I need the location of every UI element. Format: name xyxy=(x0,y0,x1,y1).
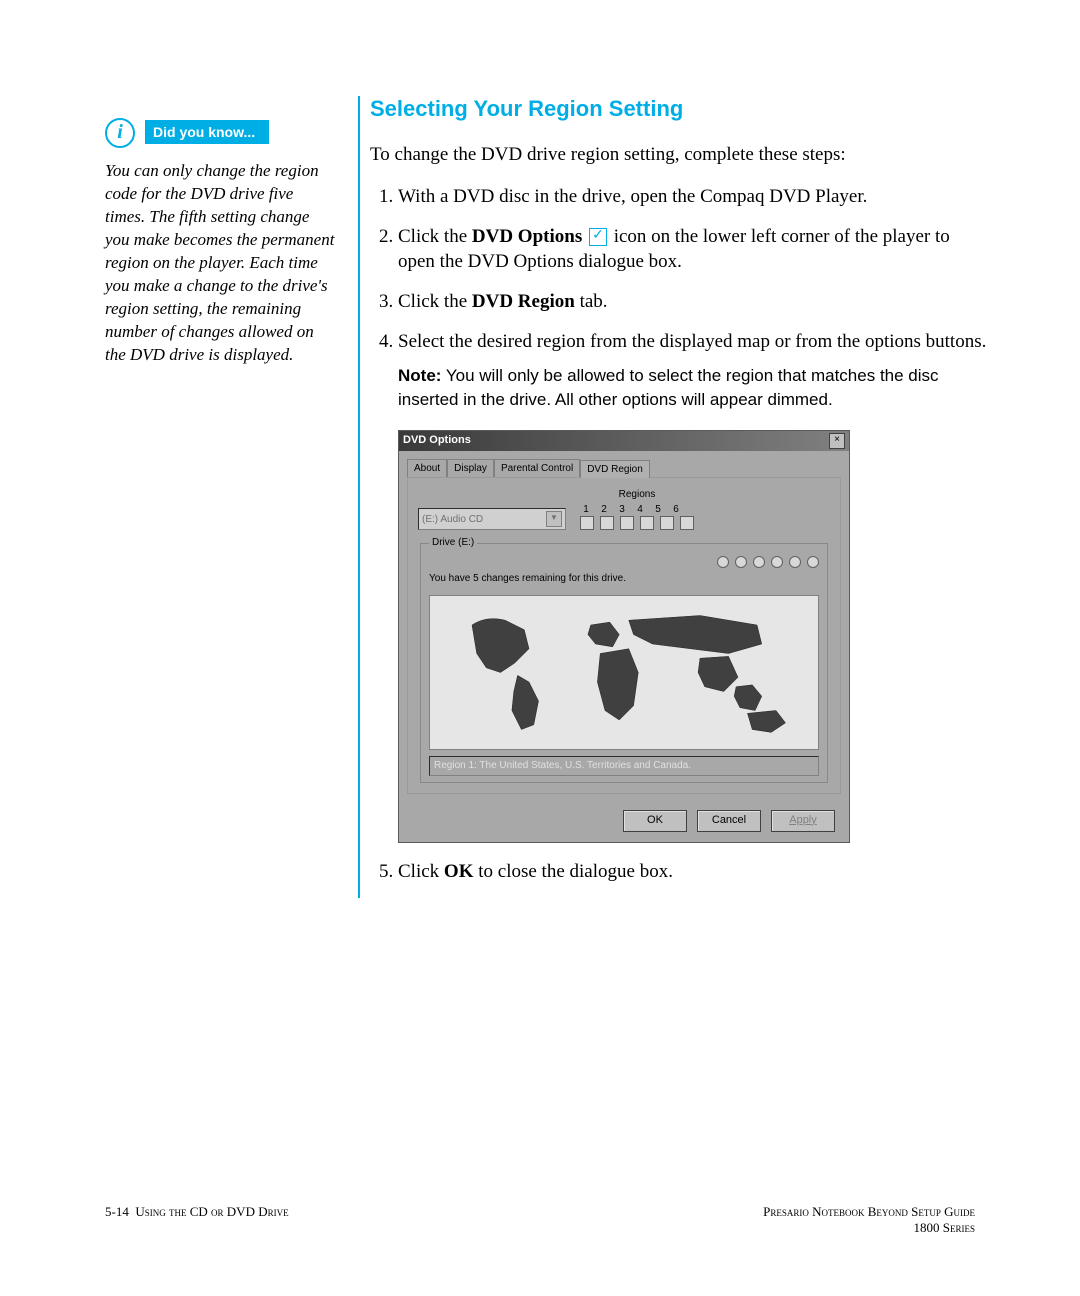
note-text: You will only be allowed to select the r… xyxy=(398,366,939,409)
region-num: 1 xyxy=(580,503,592,517)
intro-text: To change the DVD drive region setting, … xyxy=(370,144,990,166)
changes-remaining-text: You have 5 changes remaining for this dr… xyxy=(429,572,819,586)
regions-group: Regions 1 2 3 4 5 6 xyxy=(580,488,694,530)
step-3: Click the DVD Region tab. xyxy=(398,289,990,315)
step-text: Click the xyxy=(398,291,472,312)
region-radio-4[interactable] xyxy=(771,556,783,568)
region-num: 6 xyxy=(670,503,682,517)
drive-dropdown[interactable]: (E:) Audio CD ▼ xyxy=(418,508,566,530)
cancel-button[interactable]: Cancel xyxy=(697,810,761,832)
region-num: 3 xyxy=(616,503,628,517)
region-radio-1[interactable] xyxy=(717,556,729,568)
dialog-buttons: OK Cancel Apply xyxy=(399,802,849,842)
step-bold: OK xyxy=(444,861,474,882)
world-map[interactable] xyxy=(429,595,819,750)
region-radio-2[interactable] xyxy=(735,556,747,568)
check-icon: ✓ xyxy=(589,228,607,246)
did-you-know-label: Did you know... xyxy=(145,120,269,144)
footer-guide-title: Presario Notebook Beyond Setup Guide xyxy=(763,1204,975,1219)
tab-display[interactable]: Display xyxy=(447,459,494,478)
page-number: 5-14 xyxy=(105,1204,129,1219)
dialog-titlebar: DVD Options × xyxy=(399,431,849,451)
step-5: Click OK to close the dialogue box. xyxy=(398,859,990,885)
tab-parental-control[interactable]: Parental Control xyxy=(494,459,580,478)
footer-chapter: Using the CD or DVD Drive xyxy=(135,1204,288,1219)
step-bold: DVD Region xyxy=(472,291,575,312)
dialog-title: DVD Options xyxy=(403,433,471,448)
step-text: to close the dialogue box. xyxy=(473,861,672,882)
step-bold: DVD Options xyxy=(472,226,582,247)
main-content: Selecting Your Region Setting To change … xyxy=(358,96,990,898)
region-checkbox-5[interactable] xyxy=(660,516,674,530)
footer-series: 1800 Series xyxy=(914,1220,975,1235)
step-text: Click xyxy=(398,861,444,882)
footer-right: Presario Notebook Beyond Setup Guide 180… xyxy=(763,1204,975,1236)
step-2: Click the DVD Options ✓ icon on the lowe… xyxy=(398,224,990,275)
apply-button[interactable]: Apply xyxy=(771,810,835,832)
ok-button[interactable]: OK xyxy=(623,810,687,832)
tab-row: About Display Parental Control DVD Regio… xyxy=(399,451,849,478)
dialog-body: (E:) Audio CD ▼ Regions 1 2 3 4 xyxy=(407,477,841,794)
dropdown-value: (E:) Audio CD xyxy=(422,513,483,527)
step-1: With a DVD disc in the drive, open the C… xyxy=(398,184,990,210)
sidebar: i Did you know... You can only change th… xyxy=(105,118,337,366)
region-num: 4 xyxy=(634,503,646,517)
regions-label: Regions xyxy=(580,488,694,502)
note-block: Note: You will only be allowed to select… xyxy=(398,364,990,412)
region-checkbox-3[interactable] xyxy=(620,516,634,530)
step-text: Click the xyxy=(398,226,472,247)
radio-row xyxy=(429,556,819,568)
page-footer: 5-14 Using the CD or DVD Drive Presario … xyxy=(105,1204,975,1236)
region-checkbox-4[interactable] xyxy=(640,516,654,530)
note-label: Note: xyxy=(398,366,441,385)
region-checkbox-2[interactable] xyxy=(600,516,614,530)
region-checkbox-1[interactable] xyxy=(580,516,594,530)
drive-legend: Drive (E:) xyxy=(429,536,477,550)
step-4: Select the desired region from the displ… xyxy=(398,329,990,843)
drive-fieldset: Drive (E:) You have 5 changes remaining … xyxy=(420,536,828,783)
region-radio-5[interactable] xyxy=(789,556,801,568)
chevron-down-icon: ▼ xyxy=(546,511,562,527)
regions-numbers: 1 2 3 4 5 6 xyxy=(580,503,694,517)
footer-left: 5-14 Using the CD or DVD Drive xyxy=(105,1204,289,1236)
region-checkbox-6[interactable] xyxy=(680,516,694,530)
region-num: 5 xyxy=(652,503,664,517)
tab-dvd-region[interactable]: DVD Region xyxy=(580,460,650,479)
region-radio-6[interactable] xyxy=(807,556,819,568)
step-text: With a DVD disc in the drive, open the C… xyxy=(398,186,867,207)
steps-list: With a DVD disc in the drive, open the C… xyxy=(370,184,990,884)
region-description: Region 1: The United States, U.S. Territ… xyxy=(429,756,819,776)
close-icon[interactable]: × xyxy=(829,433,845,449)
sidebar-text: You can only change the region code for … xyxy=(105,160,337,366)
section-heading: Selecting Your Region Setting xyxy=(370,96,990,122)
step-text: tab. xyxy=(575,291,608,312)
regions-checks xyxy=(580,516,694,530)
region-num: 2 xyxy=(598,503,610,517)
step-text: Select the desired region from the displ… xyxy=(398,331,986,352)
info-icon: i xyxy=(105,118,135,148)
dvd-options-dialog: DVD Options × About Display Parental Con… xyxy=(398,430,850,843)
region-radio-3[interactable] xyxy=(753,556,765,568)
tab-about[interactable]: About xyxy=(407,459,447,478)
